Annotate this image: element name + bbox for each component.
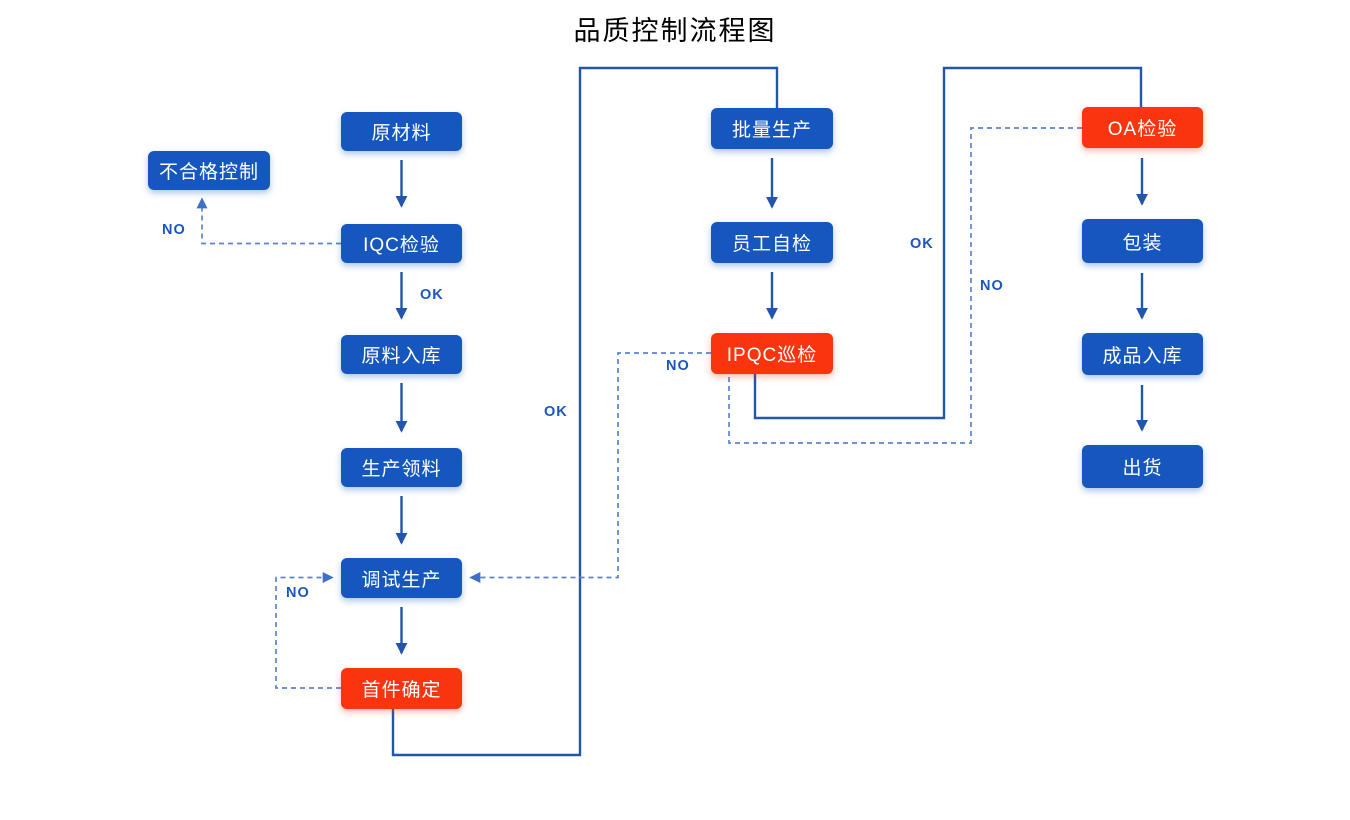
node-employee-self-check: 员工自检	[711, 222, 833, 263]
edge-ipqc-ok-to-oa	[753, 66, 1143, 420]
node-finished-goods-warehousing: 成品入库	[1082, 333, 1203, 375]
edge-label-ipqc-ok: OK	[910, 236, 934, 252]
node-nonconform-control: 不合格控制	[148, 151, 270, 190]
edge-label-oa-no: NO	[980, 278, 1004, 294]
edge-oa-no-to-ipqc	[728, 127, 1082, 444]
node-material-warehousing: 原料入库	[341, 335, 462, 374]
edge-label-first-article-no: NO	[286, 585, 310, 601]
edge-ipqc-no-to-trial	[469, 352, 711, 583]
edge-label-first-article-ok: OK	[544, 404, 568, 420]
edge-label-iqc-no: NO	[162, 222, 186, 238]
diagram-title: 品质控制流程图	[573, 16, 777, 46]
node-ipqc-patrol: IPQC巡检	[711, 333, 833, 374]
edge-first-article-ok-to-mass-prod	[391, 66, 779, 757]
node-packing: 包装	[1082, 219, 1203, 263]
node-raw-material: 原材料	[341, 112, 462, 151]
node-mass-production: 批量生产	[711, 108, 833, 149]
node-trial-production: 调试生产	[341, 558, 462, 598]
node-iqc-inspection: IQC检验	[341, 224, 462, 263]
edge-label-iqc-ok: OK	[420, 287, 444, 303]
node-shipment: 出货	[1082, 445, 1203, 488]
node-first-article-confirm: 首件确定	[341, 668, 462, 709]
edge-iqc-no-to-nonconform	[196, 197, 341, 245]
edge-first-article-no-to-trial	[275, 572, 341, 689]
node-oa-inspection: OA检验	[1082, 107, 1203, 148]
node-production-picking: 生产领料	[341, 448, 462, 487]
edge-label-ipqc-no: NO	[666, 358, 690, 374]
